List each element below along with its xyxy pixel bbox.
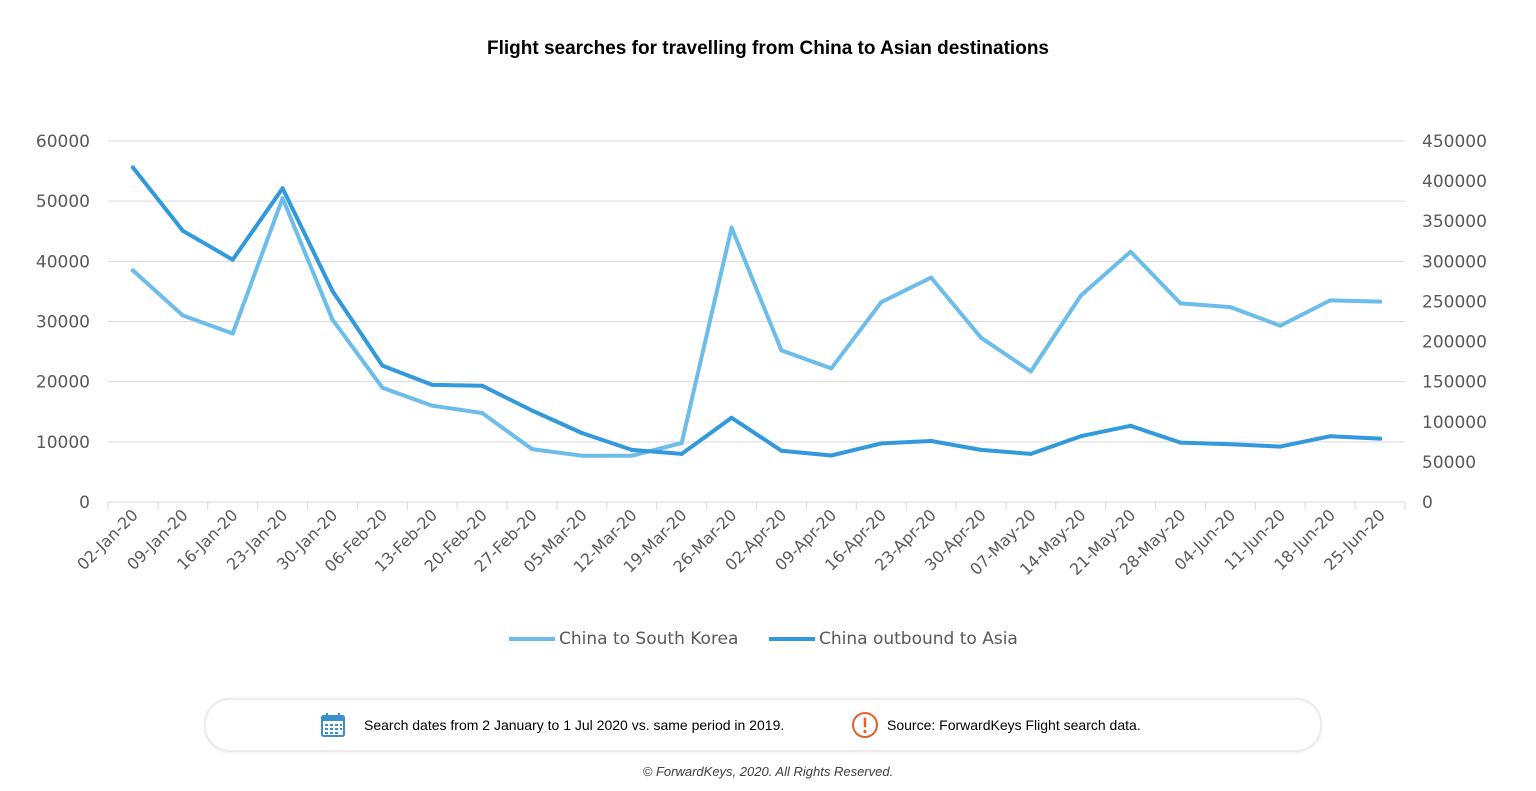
data-point-south-korea: [1078, 293, 1083, 298]
data-point-south-korea: [679, 441, 684, 445]
legend-swatch-asia: [769, 637, 815, 641]
series-line-south-korea: [130, 196, 1383, 458]
data-point-asia: [679, 451, 684, 456]
data-point-south-korea: [729, 225, 734, 230]
data-point-south-korea: [530, 447, 534, 452]
y-right-tick-label: 400000: [1422, 172, 1487, 192]
data-point-asia: [829, 453, 834, 458]
data-point-south-korea: [1178, 301, 1183, 306]
y-right-tick-label: 100000: [1422, 413, 1487, 433]
data-point-south-korea: [629, 453, 634, 458]
y-right-tick-label: 150000: [1422, 373, 1487, 393]
y-right-tick-label: 200000: [1422, 333, 1487, 353]
data-point-south-korea: [1278, 323, 1283, 328]
data-point-asia: [1378, 436, 1383, 441]
data-point-asia: [1078, 434, 1083, 439]
data-point-south-korea: [779, 348, 784, 353]
data-point-asia: [330, 289, 335, 293]
data-point-asia: [1228, 442, 1233, 447]
legend: China to South Korea China outbound to A…: [0, 627, 1536, 651]
legend-swatch-south-korea: [509, 637, 555, 641]
data-point-asia: [180, 228, 185, 233]
y-right-tick-label: 250000: [1422, 292, 1487, 312]
x-axis-ticks: 02-Jan-2009-Jan-2016-Jan-2023-Jan-2030-J…: [73, 505, 1389, 579]
data-point-asia: [1328, 434, 1333, 439]
data-point-south-korea: [180, 313, 185, 318]
data-point-asia: [729, 415, 734, 420]
data-point-asia: [979, 447, 983, 452]
data-point-asia: [280, 186, 285, 191]
data-point-asia: [629, 447, 634, 452]
axes: [107, 501, 1406, 510]
search-dates-note: Search dates from 2 January to 1 Jul 202…: [320, 700, 784, 750]
y-right-tick-label: 350000: [1422, 212, 1487, 232]
data-point-asia: [579, 431, 584, 435]
data-point-asia: [779, 448, 784, 453]
data-point-asia: [530, 408, 534, 413]
data-point-south-korea: [330, 317, 335, 322]
y-axis-left-ticks: 0 10000 20000 30000 40000 50000 60000: [36, 132, 90, 513]
y-left-tick-label: 50000: [36, 192, 90, 212]
data-point-south-korea: [1228, 305, 1233, 310]
y-right-tick-label: 300000: [1422, 252, 1487, 272]
y-axis-right-ticks: 0 50000 100000 150000 200000 250000 300000 3500…: [1422, 132, 1487, 513]
info-box: Search dates from 2 January to 1 Jul 202…: [204, 698, 1322, 752]
data-point-south-korea: [829, 366, 834, 371]
series-line-asia: [130, 165, 1383, 458]
data-point-asia: [480, 383, 485, 388]
data-point-asia: [1028, 451, 1033, 456]
y-right-tick-label: 0: [1422, 493, 1433, 513]
data-point-south-korea: [579, 453, 584, 458]
data-point-south-korea: [1028, 369, 1033, 374]
search-dates-text: Search dates from 2 January to 1 Jul 202…: [364, 717, 785, 733]
data-point-south-korea: [130, 268, 135, 273]
data-point-south-korea: [1328, 298, 1333, 303]
y-left-tick-label: 30000: [36, 313, 90, 333]
data-point-asia: [130, 165, 135, 170]
data-point-south-korea: [380, 385, 385, 390]
data-point-asia: [879, 441, 884, 446]
y-left-tick-label: 0: [79, 493, 90, 513]
y-right-tick-label: 50000: [1422, 453, 1476, 473]
data-point-asia: [929, 439, 934, 443]
data-point-south-korea: [230, 331, 235, 336]
y-left-tick-label: 60000: [36, 132, 90, 152]
data-point-asia: [230, 257, 235, 262]
data-point-asia: [1128, 423, 1133, 428]
legend-label-south-korea: China to South Korea: [559, 629, 739, 649]
y-right-tick-label: 450000: [1422, 132, 1487, 152]
data-point-asia: [1178, 440, 1183, 445]
y-left-tick-label: 20000: [36, 373, 90, 393]
chart-title: Flight searches for travelling from Chin…: [486, 38, 1049, 59]
data-point-south-korea: [1378, 299, 1383, 304]
data-point-south-korea: [979, 335, 983, 340]
legend-item-asia: China outbound to Asia: [769, 627, 1018, 651]
calendar-icon: [321, 713, 345, 737]
data-point-south-korea: [929, 275, 934, 280]
data-point-asia: [380, 363, 385, 368]
source-note: Source: ForwardKeys Flight search data.: [851, 700, 1141, 750]
y-left-tick-label: 10000: [36, 433, 90, 453]
copyright: © ForwardKeys, 2020. All Rights Reserved…: [642, 764, 894, 779]
data-point-south-korea: [1128, 249, 1133, 254]
data-point-south-korea: [480, 411, 485, 415]
legend-item-south-korea: China to South Korea: [509, 627, 738, 651]
y-left-tick-label: 40000: [36, 252, 90, 272]
legend-label-asia: China outbound to Asia: [819, 629, 1018, 649]
data-point-asia: [1278, 444, 1283, 449]
exclamation-circle-icon: [852, 712, 878, 738]
source-text: Source: ForwardKeys Flight search data.: [887, 717, 1141, 733]
data-point-south-korea: [879, 300, 884, 305]
data-point-south-korea: [280, 196, 285, 201]
data-point-asia: [430, 382, 435, 387]
data-point-south-korea: [430, 403, 435, 408]
series-lines: [130, 165, 1383, 458]
